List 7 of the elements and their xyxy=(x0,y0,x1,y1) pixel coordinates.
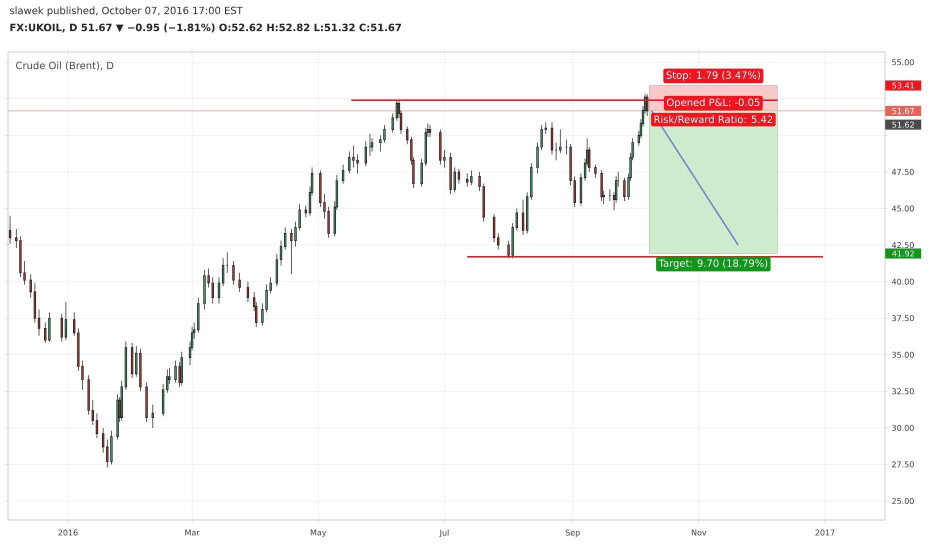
annotation: Risk/Reward Ratio: 5.42 xyxy=(654,115,772,124)
annotation: Opened P&L: -0.05 xyxy=(666,98,760,108)
annotation: Crude Oil (Brent), D xyxy=(16,62,114,70)
annotation: Target: 9.70 (18.79%) xyxy=(658,259,768,269)
chart-subtitle: FX:UKOIL, D 51.67 ▼ −0.95 (−1.81%) O:52.62 H:52.82 L:51.32 C:51.67 xyxy=(10,24,401,32)
chart-title: slawek published, October 07, 2016 17:00 EST xyxy=(10,6,243,16)
annotation: Stop: 1.79 (3.47%) xyxy=(666,71,760,81)
